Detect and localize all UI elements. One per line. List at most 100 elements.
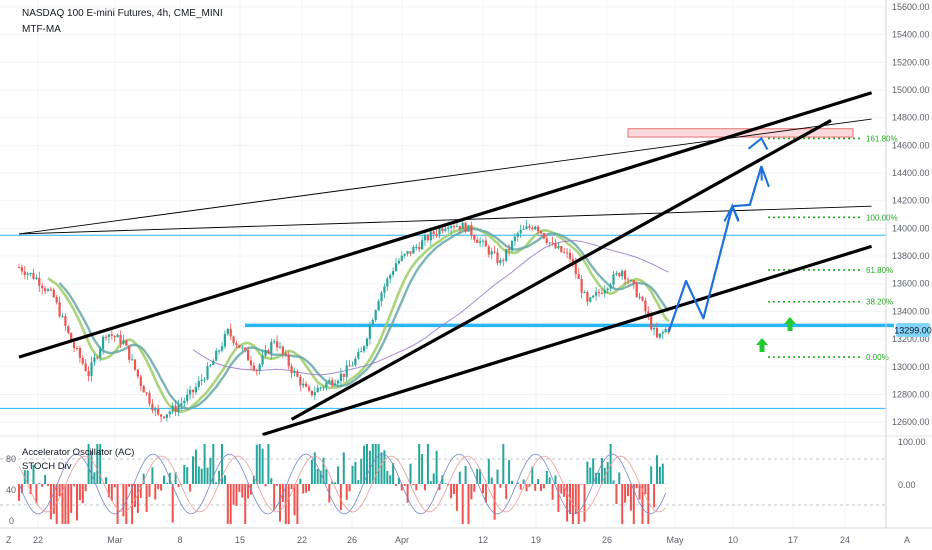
timezone-icon[interactable]: Z: [6, 535, 12, 545]
auto-scale-button[interactable]: A: [904, 535, 910, 545]
oscillator-bar: [444, 483, 447, 484]
oscillator-bar: [505, 484, 508, 500]
candle-body: [41, 285, 44, 289]
oscillator-bar: [461, 484, 464, 524]
candle-body: [287, 354, 290, 367]
oscillator-bar: [84, 484, 87, 492]
oscillator-bar: [215, 482, 218, 484]
oscillator-bar: [171, 484, 174, 523]
candle-body: [577, 274, 580, 279]
oscillator-bar: [476, 468, 479, 484]
candle-body: [461, 222, 464, 230]
oscillator-bar: [174, 472, 177, 484]
current-price-label: 13299.00: [894, 326, 932, 336]
candle-body: [360, 351, 363, 353]
oscillator-bar: [493, 484, 496, 520]
oscillator-bar: [528, 484, 531, 487]
candle-body: [104, 336, 108, 338]
candle-body: [229, 328, 232, 337]
oscillator-bar: [206, 467, 209, 484]
candle-body: [52, 289, 55, 298]
oscillator-bar: [455, 484, 458, 511]
time-tick-label: 22: [297, 535, 307, 545]
candle-body: [386, 278, 389, 287]
oscillator-bar: [650, 466, 653, 484]
candle-body: [252, 365, 255, 371]
candle-body: [589, 297, 592, 302]
candle-body: [99, 348, 102, 358]
candle-body: [128, 345, 131, 360]
candle-body: [624, 270, 627, 280]
candle-body: [647, 311, 650, 316]
price-tick-label: 14200.00: [892, 196, 930, 206]
oscillator-bar: [548, 477, 551, 484]
oscillator-bar: [93, 472, 96, 484]
candle-body: [447, 227, 450, 229]
candle-body: [429, 231, 432, 241]
candle-body: [206, 366, 209, 380]
oscillator-bar: [26, 470, 29, 484]
candle-body: [133, 359, 137, 370]
oscillator-bar: [90, 451, 93, 484]
price-axis-labels[interactable]: 15600.00 15400.00 15200.00 15000.00 14800.00…: [892, 2, 930, 427]
oscillator-bar: [487, 458, 490, 484]
oscillator-bar: [656, 455, 658, 484]
candle-body: [661, 332, 664, 334]
candle-body: [612, 274, 615, 285]
candle-body: [168, 411, 171, 415]
oscillator-bar: [397, 477, 400, 484]
candle-body: [519, 229, 522, 234]
candle-body: [542, 233, 545, 239]
trendline-3: [262, 244, 873, 437]
oscillator-bar: [577, 484, 580, 524]
oscillator-bar: [316, 468, 319, 484]
candle-body: [273, 341, 276, 343]
stoch-k-line: [18, 453, 667, 515]
indicator-stoch-div[interactable]: STOCH Div: [22, 461, 72, 472]
oscillator-bar: [125, 484, 128, 524]
indicator-mtf-ma[interactable]: MTF-MA: [22, 24, 61, 35]
candle-body: [597, 292, 601, 294]
candle-body: [191, 389, 195, 393]
oscillator-bar: [252, 475, 255, 484]
candle-body: [58, 302, 61, 317]
candle-body: [122, 340, 125, 344]
time-axis-labels[interactable]: 22 Mar 8 15 22 26 Apr 12 19 26 May 10 17 24: [33, 535, 850, 545]
oscillator-bar: [157, 484, 160, 490]
oscillator-bar: [267, 444, 270, 484]
candle-body: [473, 235, 476, 240]
candle-body: [209, 365, 212, 367]
candle-body: [458, 225, 461, 230]
candle-body: [638, 296, 641, 298]
candle-body: [557, 246, 560, 249]
candle-body: [55, 297, 58, 303]
candle-body: [20, 267, 23, 272]
price-tick-label: 13600.00: [892, 279, 930, 289]
candle-body: [502, 260, 505, 262]
candle-body: [374, 310, 377, 321]
indicator-accelerator-oscillator[interactable]: Accelerator Oscillator (AC): [22, 447, 135, 458]
price-tick-label: 14800.00: [892, 113, 930, 123]
moving-averages: [47, 226, 670, 414]
oscillator-bar: [629, 484, 632, 511]
symbol-title[interactable]: NASDAQ 100 E-mini Futures, 4h, CME_MINI: [22, 8, 223, 19]
candle-body: [142, 386, 145, 393]
oscillator-bar: [165, 482, 168, 484]
oscillator-bar: [644, 484, 647, 495]
oscillator-bar: [403, 484, 406, 487]
candle-body: [113, 335, 116, 338]
time-tick-label: 10: [728, 535, 738, 545]
price-tick-label: 12800.00: [892, 389, 930, 399]
candle-body: [363, 346, 366, 352]
candle-body: [171, 405, 174, 412]
oscillator-bar: [383, 450, 386, 484]
oscillator-bar: [557, 484, 560, 513]
oscillator-bar: [258, 444, 261, 484]
time-tick-label: 15: [235, 535, 245, 545]
oscillator-bar: [325, 469, 328, 484]
osc-left-tick-40: 40: [6, 485, 16, 495]
oscillator-bar: [490, 477, 493, 484]
candle-body: [305, 383, 308, 387]
oscillator-bar: [537, 479, 540, 484]
